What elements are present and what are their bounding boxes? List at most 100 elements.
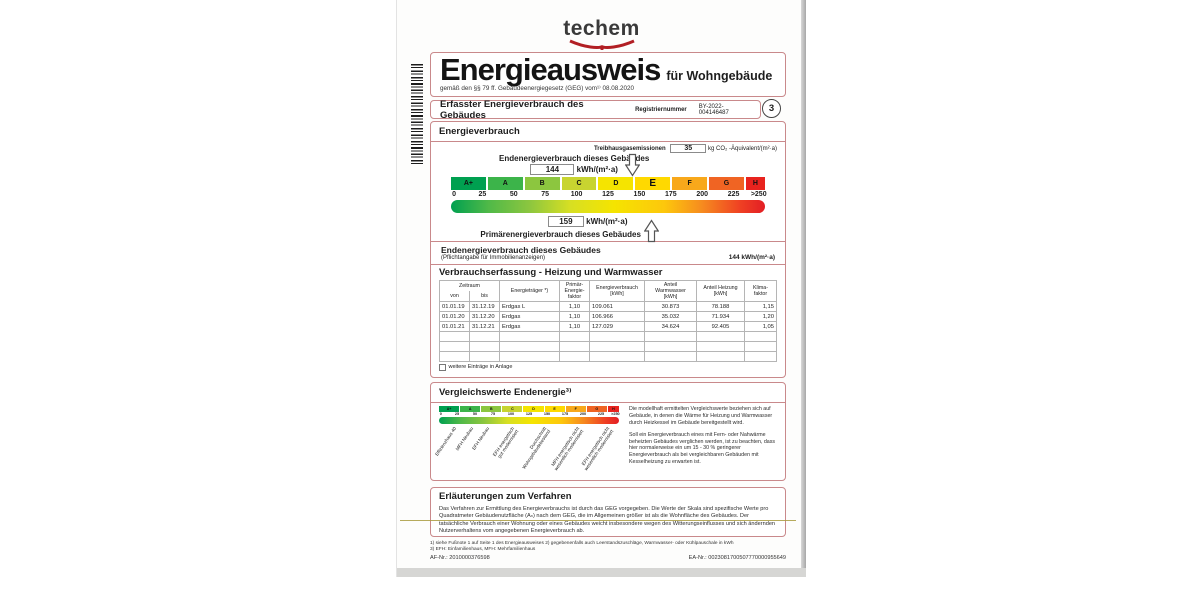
mini-tick: 125	[525, 412, 533, 416]
col-header-klimafaktor: Klima- faktor	[744, 279, 777, 303]
document-title: Energieausweis	[440, 52, 661, 87]
mini-tick: 50	[472, 412, 478, 416]
table-row-empty	[439, 351, 777, 363]
mini-tick: 100	[507, 412, 515, 416]
primary-energy-arrow-up-icon	[644, 219, 660, 243]
cell-heizung: 78.188	[696, 301, 745, 313]
techem-swoosh-icon	[568, 39, 635, 50]
consumption-table: Zeitraum Energieträger *) Primär- Energi…	[439, 279, 777, 363]
cell-faktor: 1,10	[559, 321, 590, 333]
footnotes: 1) siehe Fußnote 1 auf Seite 1 des Energ…	[430, 541, 786, 561]
method-explanation-text: Das Verfahren zur Ermittlung des Energie…	[439, 506, 776, 534]
primary-energy-value-row: 159 kWh/(m²·a)	[439, 216, 777, 230]
col-header-von: von	[439, 291, 470, 303]
energy-consumption-box: Energieverbrauch Treibhausgasemissionen …	[430, 121, 786, 378]
document-title-suffix: für Wohngebäude	[666, 69, 773, 83]
consumption-table-title: Verbrauchserfassung - Heizung und Warmwa…	[439, 267, 663, 278]
mini-tick: 200	[579, 412, 587, 416]
cell-bis: 31.12.19	[469, 301, 500, 313]
cell-heizung: 71.934	[696, 311, 745, 323]
cell-faktor: 1,10	[559, 301, 590, 313]
cell-verbrauch: 127.029	[589, 321, 645, 333]
scale-tick: 225	[727, 191, 740, 198]
cell-warmwasser: 34.624	[644, 321, 697, 333]
final-energy-unit: kWh/(m²·a)	[576, 165, 618, 174]
scale-tick: 175	[664, 191, 677, 198]
divider	[431, 141, 785, 142]
final-energy-block: Endenergieverbrauch dieses Gebäudes 144 …	[473, 154, 676, 175]
more-entries-row: weitere Einträge in Anlage	[439, 364, 777, 371]
comparison-gradient-bar	[439, 417, 619, 424]
checkbox-icon	[439, 364, 446, 371]
section-recorded-consumption: Erfasster Energieverbrauch des Gebäudes …	[430, 99, 761, 121]
energy-section-title: Energieverbrauch	[439, 126, 520, 137]
registry-number-value: BY-2022-004146487	[698, 103, 729, 116]
mini-segment: B	[481, 406, 502, 412]
energy-scale-ticks: 0 25 50 75 100 125 150 175 200 225 >250	[451, 190, 766, 200]
mini-segment: F	[565, 406, 586, 412]
mini-tick: 75	[490, 412, 496, 416]
cell-traeger: Erdgas	[499, 321, 560, 333]
scale-segment-c: C	[561, 177, 597, 190]
comparison-values-box: Vergleichswerte Endenergie³⁾ A+ A B C D …	[430, 382, 786, 481]
comparison-paragraph-2: Soll ein Energieverbrauch eines mit Fern…	[629, 431, 776, 466]
comparison-reference-labels: Effizienzhaus 40 MFH Neubau EFH Neubau E…	[435, 424, 619, 480]
method-explanation-box: Erläuterungen zum Verfahren Das Verfahre…	[430, 487, 786, 537]
energy-scale-letter-band: A+ A B C D E F G H	[451, 177, 766, 190]
mini-segment: D	[523, 406, 544, 412]
mini-tick: 175	[561, 412, 569, 416]
comparison-scale-ticks: 0 25 50 75 100 125 150 175 200 225 >250	[439, 412, 620, 417]
divider	[431, 241, 785, 242]
ghg-unit: kg CO₂ -Äquivalent/(m²·a)	[707, 146, 777, 152]
scan-edge-shadow-right	[801, 0, 806, 577]
final-energy-label: Endenergieverbrauch dieses Gebäudes	[499, 154, 650, 163]
ghg-value-box: 35	[670, 144, 707, 153]
title-box: Energieausweis für Wohngebäude gemäß den …	[430, 52, 786, 97]
cell-von: 01.01.20	[439, 311, 470, 323]
scale-segment-a-plus: A+	[451, 177, 486, 190]
cell-klima: 1,15	[744, 301, 777, 313]
mini-tick: 0	[439, 412, 442, 416]
table-row-empty	[439, 331, 777, 343]
scale-tick: 125	[602, 191, 614, 198]
col-header-energietraeger: Energieträger *)	[499, 279, 560, 303]
scale-segment-f: F	[672, 177, 708, 190]
mini-segment: H	[607, 406, 619, 412]
cell-warmwasser: 35.032	[644, 311, 697, 323]
energy-scale: A+ A B C D E F G H 0 25 50 75 100 125	[451, 153, 767, 243]
primary-energy-unit: kWh/(m²·a)	[586, 217, 628, 226]
ghg-label: Treibhausgasemissionen	[593, 146, 666, 152]
cell-traeger: Erdgas	[499, 311, 560, 323]
scale-tick: 150	[633, 191, 646, 198]
cell-klima: 1,20	[744, 311, 777, 323]
scale-tick: 75	[541, 191, 550, 198]
techem-logo: techem	[397, 17, 806, 50]
cell-klima: 1,05	[744, 321, 777, 333]
mini-tick: 25	[454, 412, 460, 416]
mini-segment: G	[586, 406, 607, 412]
cell-verbrauch: 109.061	[589, 301, 645, 313]
col-header-energieverbrauch: Energieverbrauch [kWh]	[589, 279, 645, 303]
cell-traeger: Erdgas L	[499, 301, 560, 313]
ea-number: EA-Nr.: 0023081700507770000955649	[688, 554, 786, 561]
cell-faktor: 1,10	[559, 311, 590, 323]
table-row-empty	[439, 341, 777, 353]
primary-energy-value-box: 159	[547, 216, 584, 227]
more-entries-label: weitere Einträge in Anlage	[448, 364, 513, 371]
cell-von: 01.01.19	[439, 301, 470, 313]
techem-logo-text: techem	[563, 17, 640, 40]
divider	[431, 402, 785, 403]
disclosure-title: Endenergieverbrauch dieses Gebäudes	[441, 245, 601, 255]
mini-segment: A+	[439, 406, 460, 412]
col-header-anteil-warmwasser: Anteil Warmwasser [kWh]	[644, 279, 697, 303]
scale-segment-d: D	[598, 177, 634, 190]
comparison-title: Vergleichswerte Endenergie³⁾	[439, 387, 572, 398]
scale-segment-a: A	[487, 177, 523, 190]
scale-tick: 0	[452, 191, 457, 198]
footnote-2: 3) EFH: Einfamilienhaus, MFH: Mehrfamili…	[430, 547, 536, 553]
document-subtitle: gemäß den §§ 79 ff. Gebäudeenergiegesetz…	[440, 85, 634, 92]
method-explanation-title: Erläuterungen zum Verfahren	[439, 491, 572, 502]
comparison-letter-band: A+ A B C D E F G H	[439, 406, 619, 412]
ghg-emissions-row: Treibhausgasemissionen 35 kg CO₂ -Äquiva…	[439, 144, 777, 153]
